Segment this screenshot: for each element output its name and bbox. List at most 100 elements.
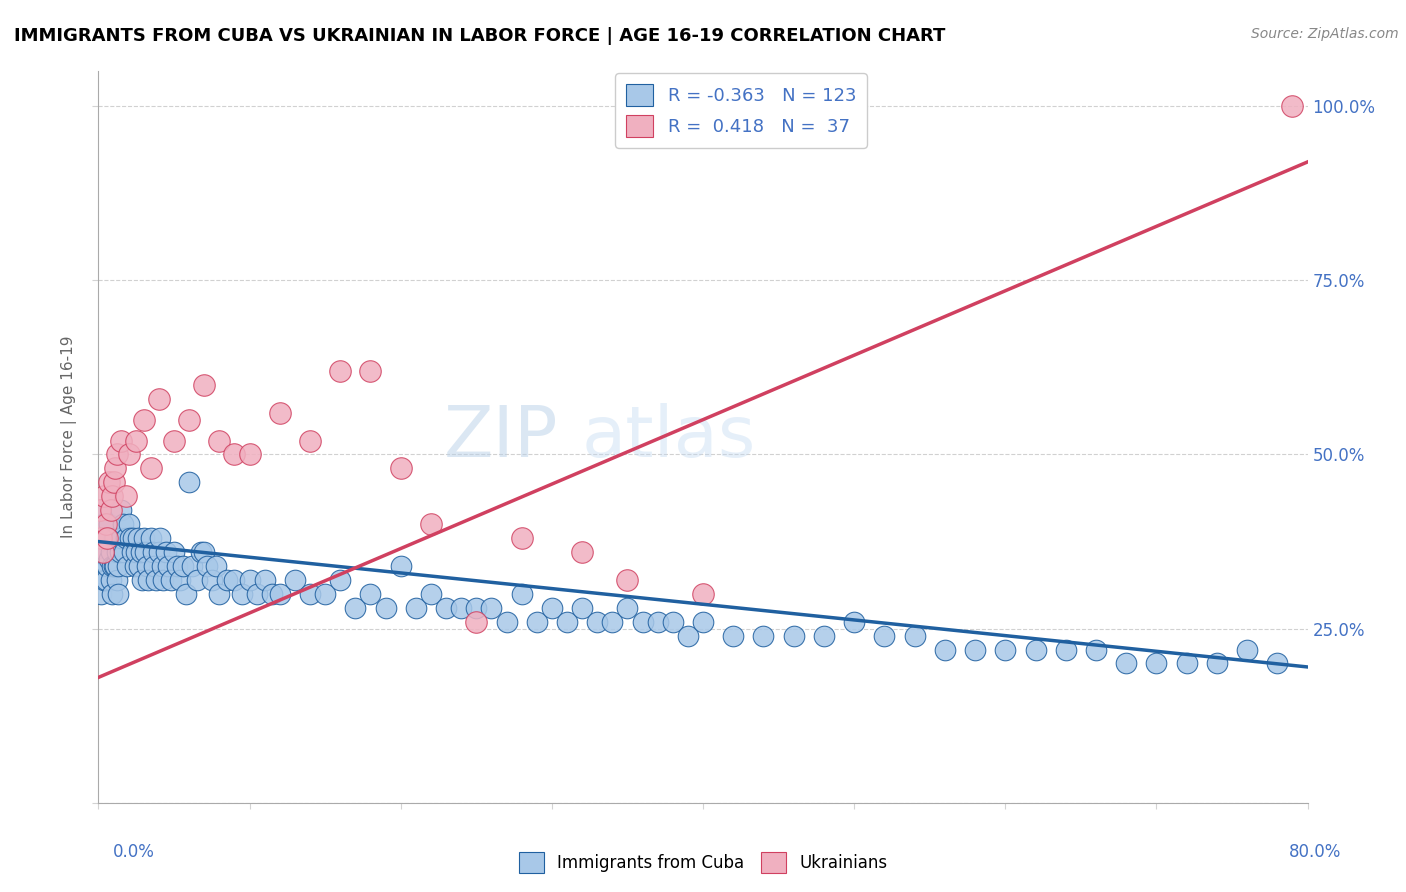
- Point: [125, 545, 148, 559]
- Point: [1024, 642, 1046, 657]
- Point: [94, 545, 117, 559]
- Point: [179, 475, 201, 490]
- Point: [105, 448, 128, 462]
- Point: [93, 573, 115, 587]
- Point: [314, 587, 336, 601]
- Point: [389, 461, 412, 475]
- Point: [450, 600, 472, 615]
- Point: [253, 573, 276, 587]
- Point: [89, 503, 111, 517]
- Point: [115, 558, 138, 573]
- Point: [420, 517, 443, 532]
- Point: [108, 545, 131, 559]
- Point: [647, 615, 669, 629]
- Point: [692, 587, 714, 601]
- Point: [94, 517, 117, 532]
- Point: [201, 573, 224, 587]
- Point: [141, 461, 163, 475]
- Point: [360, 364, 382, 378]
- Point: [104, 531, 127, 545]
- Point: [510, 587, 533, 601]
- Point: [100, 573, 122, 587]
- Point: [934, 642, 956, 657]
- Point: [112, 545, 135, 559]
- Point: [103, 475, 125, 490]
- Point: [103, 531, 125, 545]
- Point: [602, 615, 624, 629]
- Point: [127, 531, 149, 545]
- Point: [163, 434, 186, 448]
- Point: [174, 587, 197, 601]
- Point: [145, 573, 167, 587]
- Point: [215, 573, 238, 587]
- Point: [96, 531, 118, 545]
- Point: [107, 558, 129, 573]
- Point: [110, 434, 132, 448]
- Point: [224, 448, 246, 462]
- Point: [132, 531, 155, 545]
- Point: [344, 600, 367, 615]
- Point: [1267, 657, 1289, 671]
- Point: [101, 587, 124, 601]
- Point: [134, 545, 156, 559]
- Point: [181, 558, 204, 573]
- Point: [120, 531, 142, 545]
- Point: [89, 552, 111, 566]
- Point: [661, 615, 683, 629]
- Point: [465, 600, 488, 615]
- Point: [246, 587, 269, 601]
- Point: [118, 448, 141, 462]
- Point: [193, 545, 215, 559]
- Text: atlas: atlas: [582, 402, 756, 472]
- Point: [239, 448, 262, 462]
- Point: [231, 587, 253, 601]
- Point: [150, 558, 173, 573]
- Point: [90, 587, 112, 601]
- Text: IMMIGRANTS FROM CUBA VS UKRAINIAN IN LABOR FORCE | AGE 16-19 CORRELATION CHART: IMMIGRANTS FROM CUBA VS UKRAINIAN IN LAB…: [14, 27, 945, 45]
- Point: [405, 600, 427, 615]
- Point: [136, 573, 159, 587]
- Point: [89, 503, 111, 517]
- Point: [495, 615, 517, 629]
- Point: [193, 377, 215, 392]
- Text: 0.0%: 0.0%: [112, 843, 155, 861]
- Point: [132, 412, 155, 426]
- Point: [110, 503, 132, 517]
- Point: [163, 545, 186, 559]
- Point: [100, 545, 122, 559]
- Point: [152, 573, 174, 587]
- Point: [155, 545, 177, 559]
- Point: [103, 558, 125, 573]
- Point: [481, 600, 503, 615]
- Point: [104, 558, 127, 573]
- Point: [465, 615, 488, 629]
- Point: [121, 545, 143, 559]
- Point: [98, 552, 121, 566]
- Point: [142, 545, 165, 559]
- Point: [269, 406, 291, 420]
- Point: [676, 629, 699, 643]
- Point: [128, 558, 150, 573]
- Point: [1175, 657, 1198, 671]
- Point: [186, 573, 208, 587]
- Point: [135, 558, 157, 573]
- Point: [172, 558, 194, 573]
- Point: [904, 629, 927, 643]
- Point: [91, 545, 114, 559]
- Point: [374, 600, 396, 615]
- Point: [131, 573, 153, 587]
- Point: [96, 558, 118, 573]
- Point: [783, 629, 806, 643]
- Point: [114, 489, 136, 503]
- Point: [555, 615, 578, 629]
- Point: [96, 531, 118, 545]
- Text: 80.0%: 80.0%: [1288, 843, 1341, 861]
- Point: [1144, 657, 1167, 671]
- Point: [1281, 99, 1303, 113]
- Point: [114, 531, 136, 545]
- Point: [844, 615, 866, 629]
- Point: [389, 558, 412, 573]
- Point: [205, 558, 228, 573]
- Point: [160, 573, 183, 587]
- Point: [873, 629, 896, 643]
